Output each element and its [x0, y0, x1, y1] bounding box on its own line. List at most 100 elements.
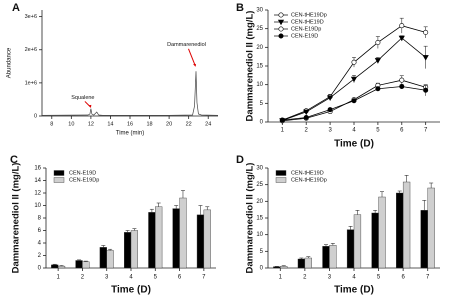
legend-swatch	[53, 170, 65, 176]
panel-label: A	[12, 2, 20, 14]
x-tick-label: 6	[401, 275, 405, 281]
bar	[148, 212, 156, 269]
series-line	[41, 71, 219, 116]
legend-label: CEN-E19Dp	[291, 26, 321, 32]
marker	[303, 115, 309, 121]
x-tick-label: 2	[303, 275, 307, 281]
x-tick-label: 5	[154, 275, 158, 281]
bar	[371, 212, 379, 269]
y-tick-label: 8	[38, 216, 42, 222]
x-tick-label: 18	[146, 121, 152, 127]
bar	[130, 230, 139, 269]
y-tick-label: 16	[34, 166, 41, 172]
y-tick-label: 20	[256, 45, 263, 51]
bar	[353, 214, 362, 269]
panel-label: B	[236, 2, 244, 14]
x-tick-label: 20	[166, 121, 172, 127]
legend-label: CEN-tHE19D	[291, 19, 324, 25]
x-tick-label: 3	[328, 275, 332, 281]
y-tick-label: 0	[34, 113, 37, 119]
legend-label: CEN-E19Dp	[69, 177, 99, 183]
bar	[322, 246, 330, 269]
y-tick-label: 5	[260, 249, 264, 255]
bar	[196, 214, 205, 269]
marker	[375, 86, 381, 92]
bar	[402, 181, 411, 269]
x-tick-label: 1	[281, 128, 285, 134]
y-tick-label: 10	[34, 203, 41, 209]
panel-label: D	[236, 154, 244, 166]
y-axis-title: Dammarenediol II (mg/L)	[245, 163, 256, 274]
marker	[326, 95, 334, 101]
x-axis-title: Time (D)	[334, 139, 374, 150]
legend-marker	[278, 26, 284, 32]
bar	[203, 209, 211, 269]
y-tick-label: 20	[256, 199, 263, 205]
marker	[350, 76, 358, 83]
y-tick-label: 2e+6	[25, 47, 37, 53]
marker	[374, 58, 382, 64]
series-line	[282, 86, 426, 121]
bar	[273, 266, 281, 269]
x-tick-label: 1	[279, 275, 283, 281]
legend-marker	[278, 12, 284, 18]
legend-label: CEN-E19D	[69, 170, 96, 176]
x-tick-label: 7	[426, 275, 430, 281]
bar	[99, 247, 107, 269]
y-tick-label: 25	[256, 182, 263, 188]
x-tick-label: 4	[129, 275, 133, 281]
x-tick-label: 7	[202, 275, 206, 281]
panel-label: C	[10, 154, 18, 166]
marker	[399, 84, 405, 90]
x-axis-title: Time (min)	[116, 131, 144, 137]
x-tick-label: 5	[376, 128, 380, 134]
x-tick-label: 16	[127, 121, 133, 127]
bar	[51, 264, 59, 269]
bar	[57, 265, 66, 269]
x-tick-label: 6	[400, 128, 404, 134]
y-tick-label: 25	[256, 26, 263, 32]
bar	[75, 260, 83, 269]
y-tick-label: 0	[38, 266, 42, 272]
annotation-arrow	[188, 48, 196, 67]
x-tick-label: 4	[352, 128, 356, 134]
bar	[378, 196, 386, 269]
bar	[172, 208, 180, 269]
x-tick-label: 8	[50, 121, 53, 127]
legend-swatch	[275, 170, 287, 176]
marker	[423, 29, 429, 35]
y-tick-label: 30	[256, 166, 263, 172]
marker	[398, 35, 405, 42]
y-tick-label: 5	[260, 101, 264, 107]
y-axis-title: Abundance	[7, 47, 13, 78]
y-tick-label: 6	[38, 228, 42, 234]
x-tick-label: 5	[377, 275, 381, 281]
legend-swatch	[53, 177, 65, 183]
marker	[399, 77, 405, 83]
bar	[280, 266, 288, 269]
y-tick-label: 1e+6	[25, 80, 37, 86]
x-tick-label: 12	[88, 121, 94, 127]
y-axis-title: Dammarenediol II (mg/L)	[11, 163, 22, 274]
bar	[82, 261, 90, 269]
bar	[106, 250, 114, 269]
legend-label: CEN-tHE19Dp	[291, 177, 327, 183]
annotation: Squalene	[71, 95, 94, 101]
y-tick-label: 3e+6	[25, 14, 37, 20]
y-tick-label: 12	[34, 191, 41, 197]
marker	[399, 23, 405, 29]
bar	[427, 187, 435, 269]
bar	[329, 245, 337, 269]
x-tick-label: 6	[178, 275, 182, 281]
y-tick-label: 4	[38, 241, 42, 247]
legend-label: CEN-E19D	[291, 33, 318, 39]
legend-marker	[278, 33, 284, 39]
x-tick-label: 1	[56, 275, 60, 281]
bar	[304, 257, 312, 269]
y-tick-label: 0	[260, 266, 264, 272]
x-tick-label: 14	[107, 121, 113, 127]
legend-label: CEN-tHE19D	[291, 170, 324, 176]
marker	[351, 98, 357, 104]
